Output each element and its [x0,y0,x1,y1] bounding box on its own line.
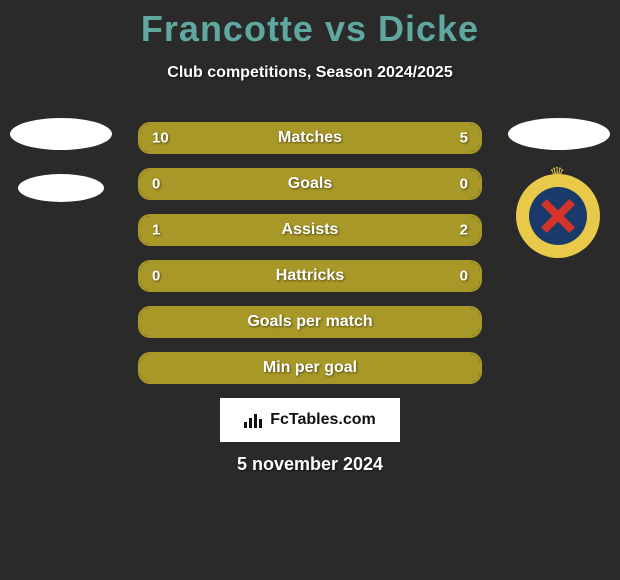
stat-bar: Min per goal [138,352,482,384]
club-badge-icon: ♛ [516,174,600,258]
bar-label: Assists [140,221,480,239]
title: Francotte vs Dicke [0,0,620,50]
bar-label: Min per goal [140,359,480,377]
bar-value-left: 10 [152,130,169,147]
logo-placeholder-icon [508,118,610,150]
brand-text: FcTables.com [270,411,376,429]
bar-label: Hattricks [140,267,480,285]
subtitle: Club competitions, Season 2024/2025 [0,64,620,82]
bar-label: Goals [140,175,480,193]
bar-value-left: 0 [152,268,160,285]
brand-box: FcTables.com [220,398,400,442]
stat-bar: Goals0 0 [138,168,482,200]
bar-value-right: 2 [460,222,468,239]
comparison-bars: Matches105Goals00Assists12Hattricks00Goa… [138,122,482,398]
stat-bar: Matches10 5 [138,122,482,154]
logo-placeholder-icon [18,174,104,202]
right-team-logos: ♛ [508,118,610,258]
bar-label: Matches [140,129,480,147]
crown-icon: ♛ [549,164,565,185]
bar-label: Goals per match [140,313,480,331]
stat-bar: Assists1 2 [138,214,482,246]
bar-value-left: 0 [152,176,160,193]
logo-placeholder-icon [10,118,112,150]
stat-bar: Hattricks0 0 [138,260,482,292]
bar-value-right: 5 [460,130,468,147]
stat-bar: Goals per match [138,306,482,338]
date-text: 5 november 2024 [0,454,620,475]
bar-value-right: 0 [460,268,468,285]
left-team-logos [10,118,112,226]
bar-value-left: 1 [152,222,160,239]
chart-icon [244,412,264,428]
bar-value-right: 0 [460,176,468,193]
